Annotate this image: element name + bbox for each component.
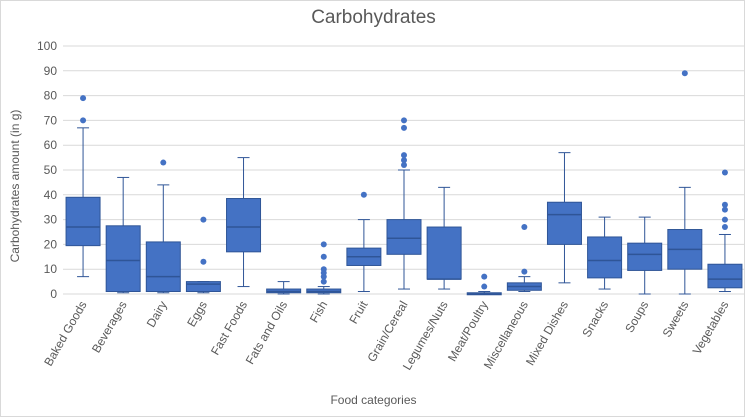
outlier-point: [200, 216, 207, 223]
x-tick-label: Baked Goods: [41, 299, 89, 369]
x-tick-label: Meat/Poultry: [445, 299, 491, 364]
y-tick-label: 10: [44, 262, 58, 276]
box: [587, 236, 623, 279]
box: [386, 219, 422, 255]
outlier-point: [721, 224, 728, 231]
outlier-point: [721, 206, 728, 213]
outlier-point: [320, 253, 327, 260]
y-tick-label: 100: [37, 39, 57, 53]
y-tick-label: 60: [44, 138, 58, 152]
outlier-point: [401, 162, 407, 169]
x-axis-label: Food categories: [330, 393, 417, 407]
outlier-point: [320, 266, 327, 273]
y-tick-label: 20: [44, 237, 58, 251]
box: [226, 198, 262, 253]
outlier-point: [80, 117, 87, 124]
x-tick-label: Eggs: [184, 299, 210, 330]
x-tick-label: Grain/Cereal: [364, 299, 410, 365]
x-tick-label: Fish: [307, 299, 330, 326]
outlier-point: [521, 268, 528, 275]
box: [707, 263, 743, 289]
box: [105, 225, 141, 293]
box: [627, 242, 663, 271]
x-tick-label: Dairy: [144, 299, 170, 330]
outlier-point: [521, 224, 528, 231]
outlier-point: [160, 159, 167, 166]
outlier-point: [401, 152, 407, 159]
x-tick-label: Beverages: [89, 299, 130, 356]
x-tick-label: Fast Foods: [208, 299, 250, 358]
box: [185, 281, 221, 293]
x-tick-label: Mixed Dishes: [523, 299, 571, 368]
outlier-point: [401, 124, 407, 131]
y-tick-label: 40: [44, 188, 58, 202]
x-tick-label: Sweets: [660, 299, 692, 340]
box: [145, 241, 181, 293]
y-tick-label: 80: [44, 89, 58, 103]
box: [426, 226, 462, 280]
y-tick-label: 30: [44, 213, 58, 227]
y-tick-label: 50: [44, 163, 58, 177]
x-tick-label: Vegetables: [690, 299, 732, 357]
outlier-point: [80, 95, 87, 102]
x-tick-label: Fats and Oils: [243, 299, 290, 367]
outlier-point: [360, 191, 367, 198]
outlier-point: [681, 70, 688, 77]
box: [546, 201, 582, 245]
outlier-point: [481, 273, 488, 280]
outlier-point: [401, 157, 407, 164]
outlier-point: [721, 201, 728, 208]
outlier-point: [200, 258, 207, 265]
outlier-point: [481, 283, 488, 290]
y-tick-label: 0: [50, 287, 57, 301]
outlier-point: [320, 241, 327, 248]
x-tick-label: Snacks: [579, 299, 611, 340]
outlier-point: [721, 169, 728, 176]
x-tick-label: Soups: [622, 299, 651, 335]
y-tick-label: 70: [44, 113, 58, 127]
outlier-point: [721, 216, 728, 223]
outlier-point: [320, 278, 327, 285]
box: [65, 196, 101, 247]
chart-title: Carbohydrates: [311, 7, 436, 28]
x-tick-label: Fruit: [346, 298, 370, 326]
outlier-point: [401, 117, 407, 124]
y-tick-label: 90: [44, 64, 58, 78]
